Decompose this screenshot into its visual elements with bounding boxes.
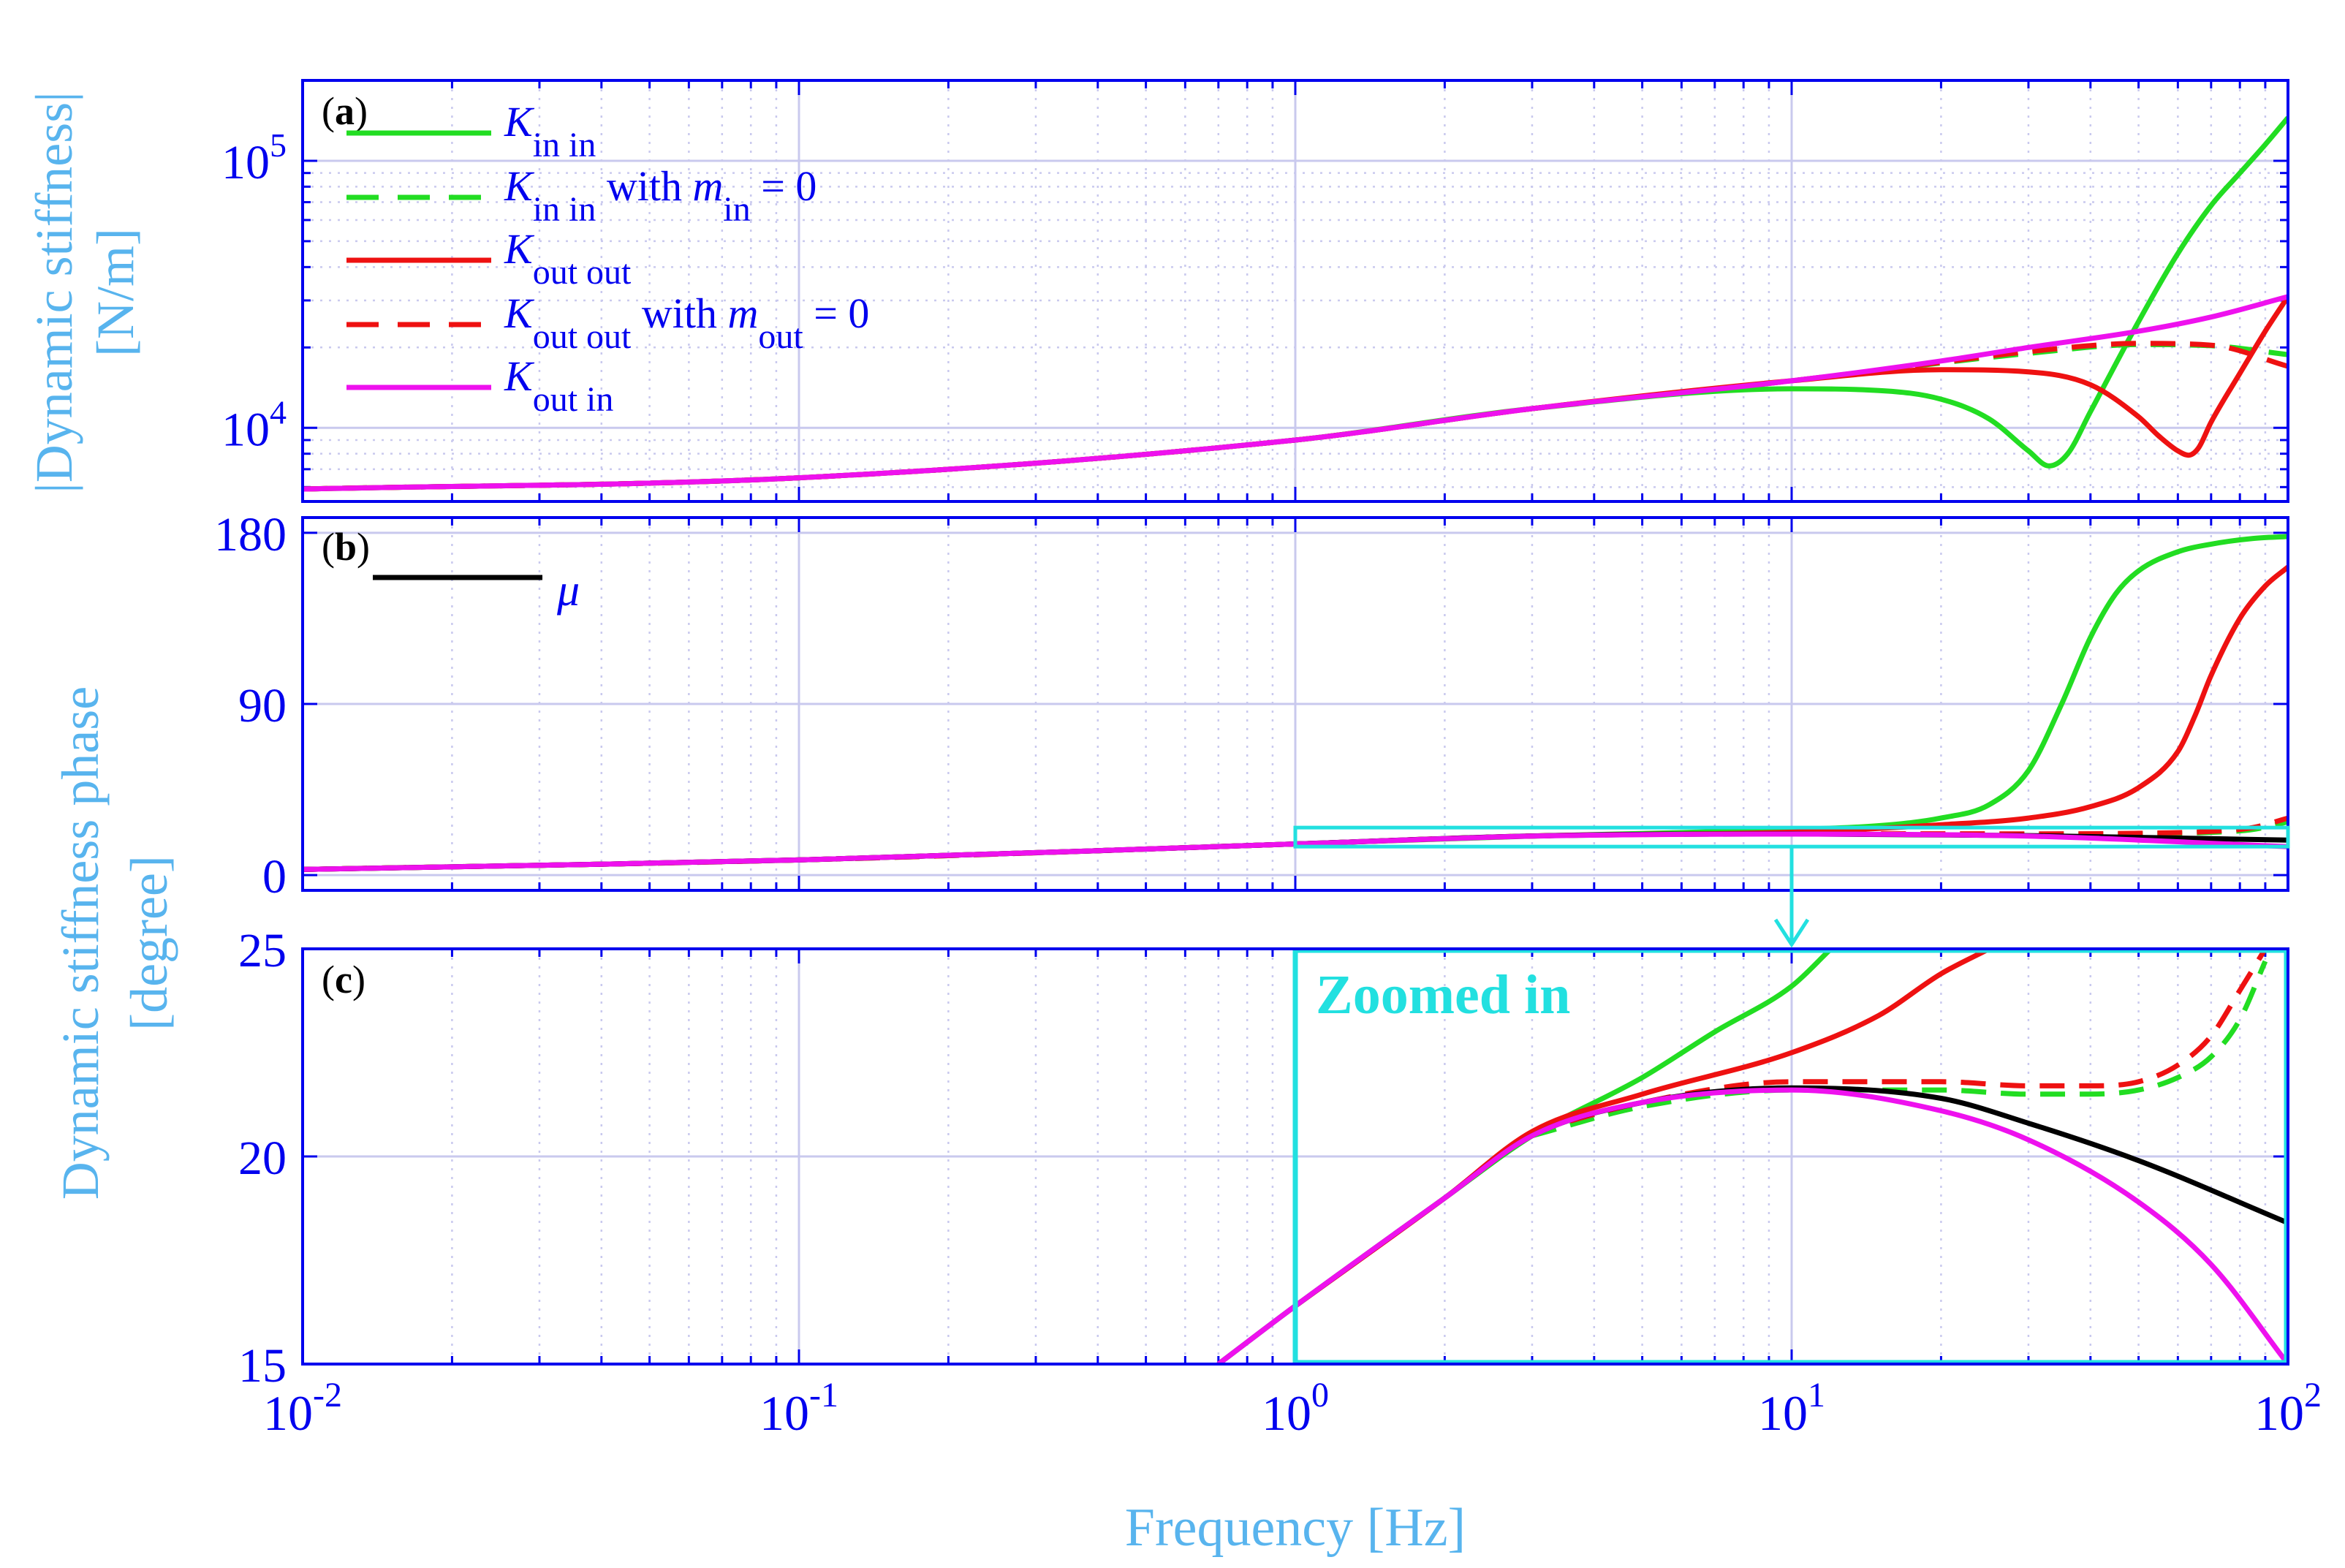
panel-b-tag: (b) [322,525,370,569]
zoom-arrow [1773,847,1810,948]
legend-b: μ [373,566,580,616]
x-tick-label: 10-1 [759,1376,838,1441]
series-k-out-in [303,831,2288,872]
x-tick-label: 101 [1758,1376,1825,1441]
ylabel-bc-line2: [degree] [120,855,178,1031]
y-tick-label: 104 [221,393,287,456]
legend-label-3: Kout out [504,225,632,292]
legend-label-5: Kout in [504,352,613,419]
axes-box-c [301,947,2289,1366]
y-tick-label: 105 [221,126,287,189]
series-mu [1216,1085,2288,1364]
legend-label-mu: μ [556,566,580,616]
ticks-c: 15 20 25 [238,924,2289,1393]
x-axis-title: Frequency [Hz] [1125,1498,1466,1558]
axes-box-b [301,516,2289,892]
grid-b [303,518,2288,890]
ylabel-a-line2: [N/m] [86,228,145,357]
series-k-in-in-with-m-in-0 [1531,960,2268,1138]
legend-label-1: Kin in [504,98,596,164]
ticks-a: 104 105 [221,79,2289,501]
ylabel-bc-line1: Dynamic stiffness phase [51,686,110,1200]
x-tick-labels: 10-2 10-1 100 101 102 [263,1376,2322,1441]
x-tick-label: 10-2 [263,1376,342,1441]
zoomed-in-label: Zoomed in [1316,964,1570,1026]
y-tick-label: 180 [214,508,287,561]
zoom-arrow-head [1773,918,1810,948]
panel-c-tag: (c) [322,958,365,1001]
y-tick-label: 25 [238,924,287,977]
series-a [303,115,2288,492]
series-k-out-in [303,294,2288,492]
x-tick-label: 100 [1262,1376,1329,1441]
y-tick-label: 90 [238,679,287,732]
legend-label-2: Kin in with min = 0 [504,162,817,229]
y-tick-label: 20 [238,1132,287,1185]
x-tick-label: 102 [2254,1376,2322,1441]
legend-label-4: Kout out with mout = 0 [504,289,869,356]
series-c [1216,949,2288,1364]
panel-b-phase: 0 90 180 (b) μ [214,508,2290,904]
series-k-out-in [1216,1087,2288,1364]
axes-box-a [301,79,2289,503]
panel-a-tag: (a) [322,89,368,133]
y-tick-label: 0 [262,850,287,904]
ylabel-a-line1: |Dynamic stiffness| [25,91,83,493]
ticks-b: 0 90 180 [214,508,2289,904]
panel-c-zoom: 15 20 25 (c) Zoomed in [238,924,2289,1393]
y-tick-label: 15 [238,1339,287,1393]
